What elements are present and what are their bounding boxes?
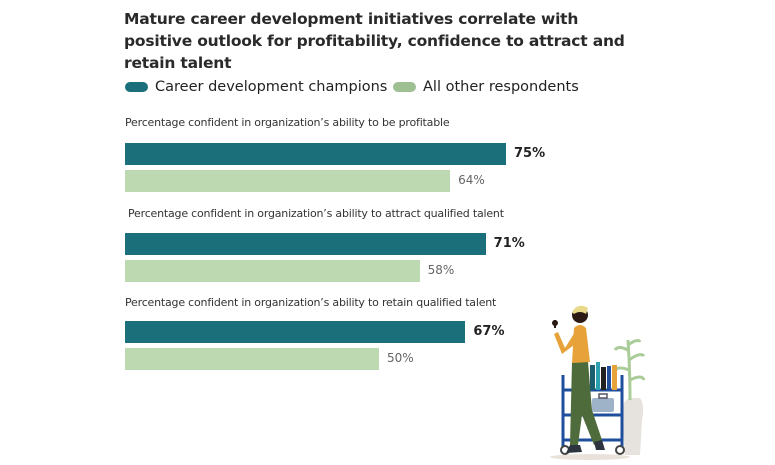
value-label: 75% <box>514 146 546 161</box>
category-label: Percentage confident in organization’s a… <box>128 207 504 220</box>
legend-swatch-others <box>393 82 416 92</box>
value-label: 50% <box>387 351 414 365</box>
person-with-book-cart-illustration <box>550 305 646 460</box>
value-label: 67% <box>473 324 505 339</box>
legend-label-others: All other respondents <box>423 79 579 95</box>
legend-swatch-champions <box>125 82 148 92</box>
category-label: Percentage confident in organization’s a… <box>125 116 450 129</box>
bar-other-respondents <box>125 348 379 370</box>
legend-item-others: All other respondents <box>393 79 579 95</box>
bar-other-respondents <box>125 260 420 282</box>
bar-career-champions <box>125 233 486 255</box>
bar-other-respondents <box>125 170 451 192</box>
legend-item-champions: Career development champions <box>125 79 387 95</box>
value-label: 71% <box>493 236 525 251</box>
bar-career-champions <box>125 143 506 165</box>
value-label: 58% <box>427 263 455 277</box>
value-label: 64% <box>458 173 485 187</box>
category-label: Percentage confident in organization’s a… <box>125 296 497 309</box>
chart-title: Mature career development initiatives co… <box>124 10 625 72</box>
bar-career-champions <box>125 321 466 343</box>
legend-label-champions: Career development champions <box>155 79 388 95</box>
